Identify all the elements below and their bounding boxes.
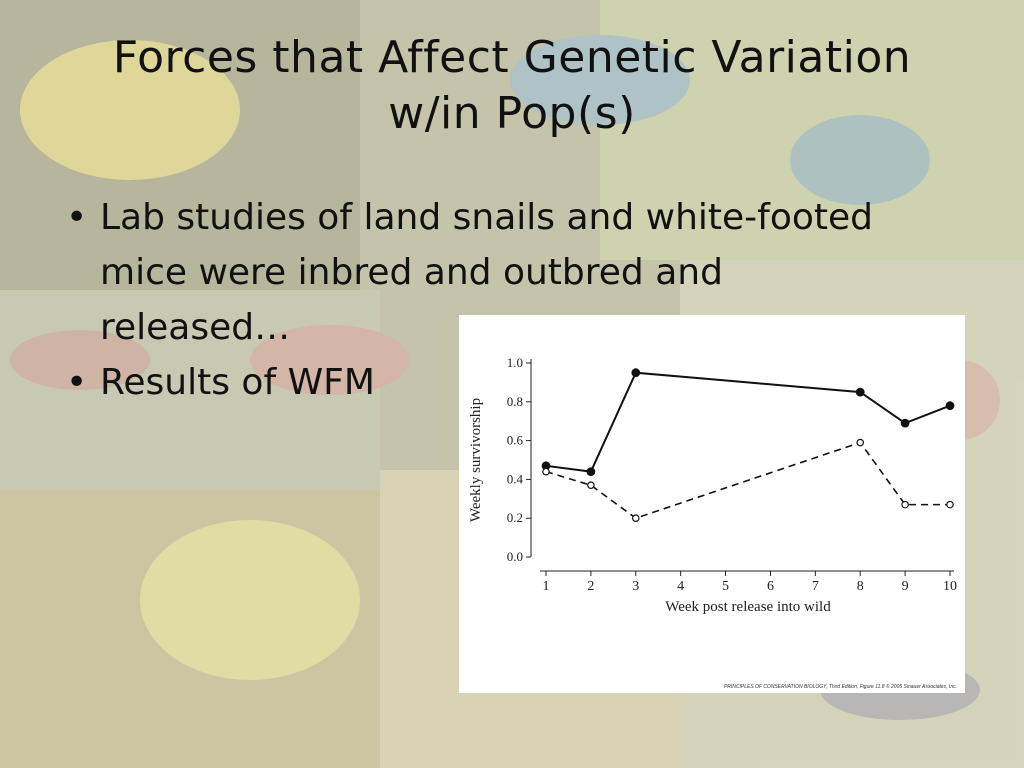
x-tick-label: 3 xyxy=(632,579,639,594)
y-tick-label: 0.4 xyxy=(507,471,524,486)
slide-title: Forces that Affect Genetic Variation w/i… xyxy=(112,32,912,139)
x-tick-label: 8 xyxy=(857,579,864,594)
series-1-point xyxy=(900,418,910,428)
bullet-text: Lab studies of land snails and white-foo… xyxy=(100,197,873,348)
series-2-point xyxy=(631,514,640,523)
bullet-glyph: • xyxy=(66,197,88,238)
series-2-line xyxy=(545,441,950,520)
y-tick-label: 0.6 xyxy=(507,433,524,448)
series-1-point xyxy=(631,368,641,378)
series-1-line xyxy=(545,371,951,473)
x-tick-label: 7 xyxy=(812,579,819,594)
bullet-text: Results of WFM xyxy=(100,362,375,403)
series-2-point xyxy=(901,500,909,509)
chart-panel: 0.0 0.2 0.4 0.6 0.8 1.0 1 2 3 4 5 6 7 8 9 10 Week post r… xyxy=(459,315,965,693)
bullet-item: • Lab studies of land snails and white-f… xyxy=(62,190,920,355)
x-tick-label: 10 xyxy=(943,579,957,594)
bullet-item: • Results of WFM xyxy=(62,355,920,410)
x-tick-label: 4 xyxy=(677,579,684,594)
survivorship-chart: 0.0 0.2 0.4 0.6 0.8 1.0 1 2 3 4 5 6 7 8 9 10 Week post r… xyxy=(468,355,957,615)
y-tick-label: 0.2 xyxy=(507,510,523,525)
y-axis-label: Weekly survivorship xyxy=(468,398,484,522)
y-tick-label: 0.0 xyxy=(507,549,523,564)
series-1-point xyxy=(855,387,865,397)
x-tick-label: 5 xyxy=(722,579,729,594)
x-tick-label: 2 xyxy=(587,579,594,594)
series-1-point xyxy=(586,467,596,477)
series-1-point xyxy=(945,401,955,411)
x-tick-label: 6 xyxy=(767,579,774,594)
x-tick-label: 9 xyxy=(902,579,909,594)
series-2-point xyxy=(946,500,954,509)
figure-credit: PRINCIPLES OF CONSERVATION BIOLOGY, Thir… xyxy=(723,684,957,690)
bullet-list: • Lab studies of land snails and white-f… xyxy=(62,190,920,410)
y-tick-label: 0.8 xyxy=(507,394,523,409)
x-tick-label: 1 xyxy=(543,579,550,594)
x-axis-label: Week post release into wild xyxy=(665,599,831,615)
series-2-point xyxy=(856,438,865,447)
bullet-glyph: • xyxy=(66,362,88,403)
y-tick-label: 1.0 xyxy=(507,355,523,370)
series-2-point xyxy=(542,467,550,476)
series-2-point xyxy=(587,481,595,490)
